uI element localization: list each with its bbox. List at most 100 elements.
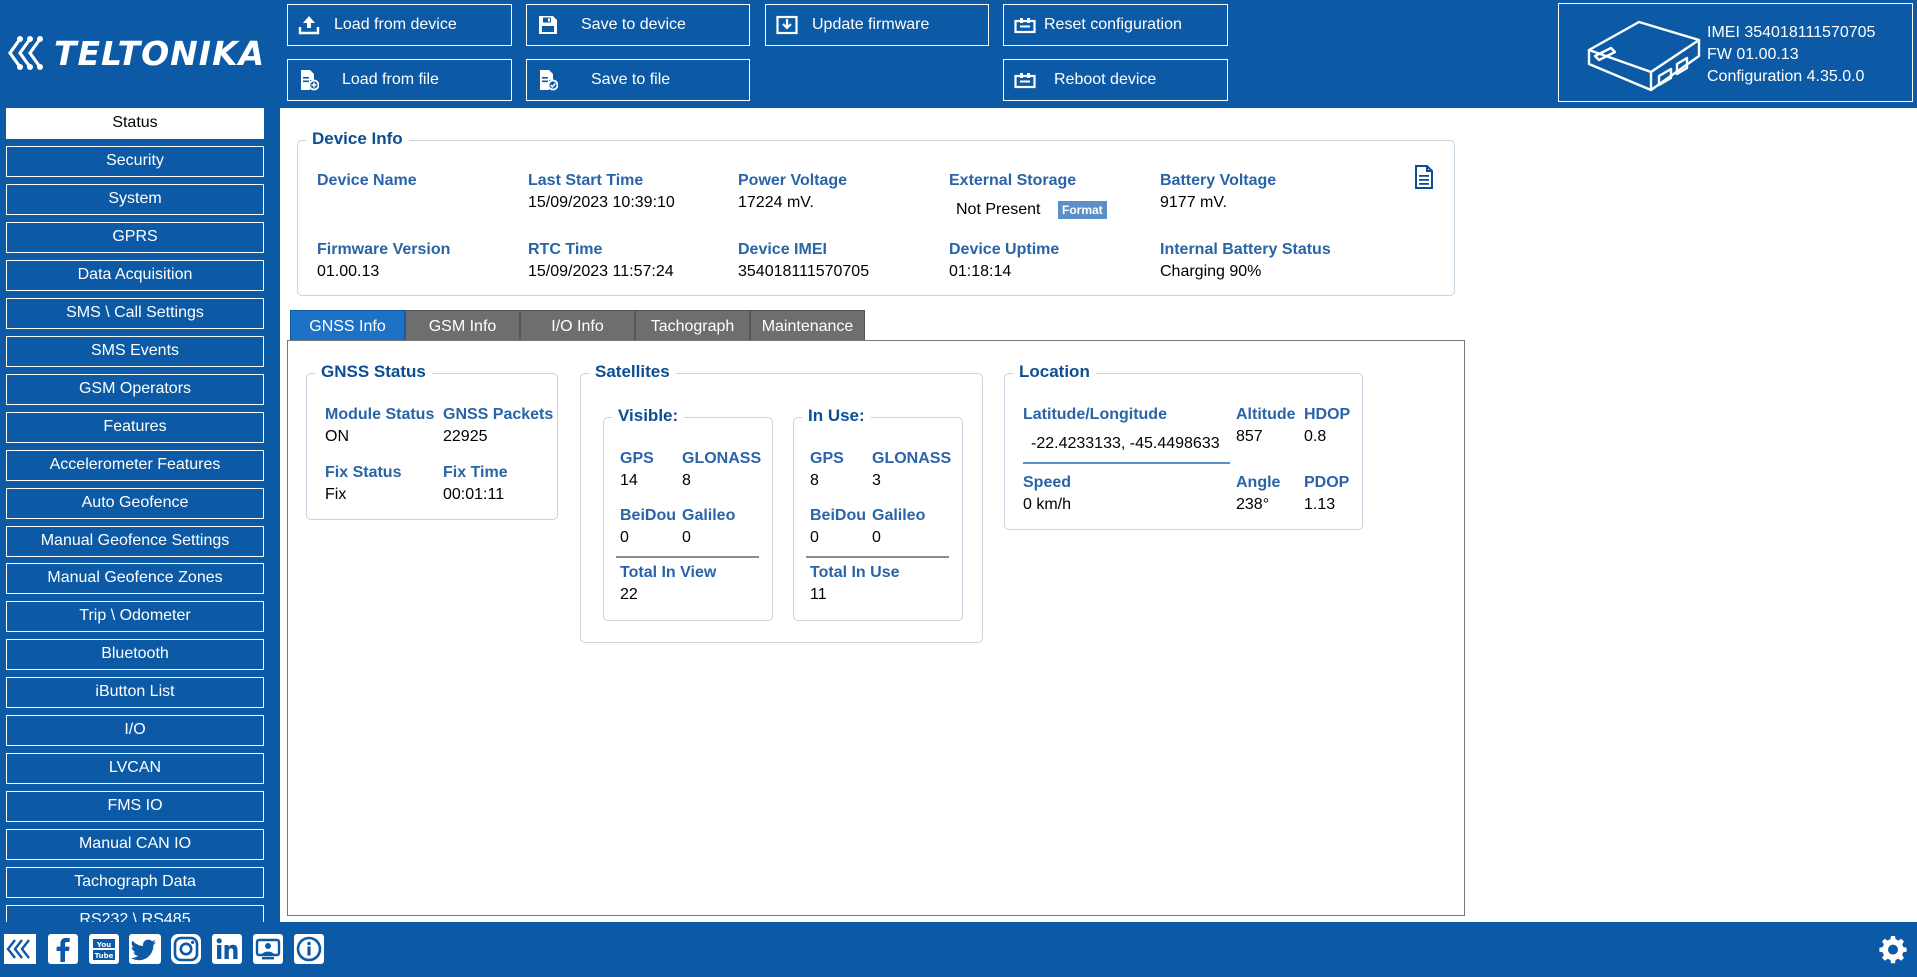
sidebar-item-gsm-operators[interactable]: GSM Operators: [6, 374, 264, 405]
satellites-title: Satellites: [589, 362, 676, 382]
visible-beidou-label: BeiDou: [620, 507, 676, 524]
format-button[interactable]: Format: [1058, 201, 1107, 219]
in-use-beidou-label: BeiDou: [810, 507, 866, 524]
sidebar-item-security[interactable]: Security: [6, 146, 264, 177]
visible-galileo-label: Galileo: [682, 507, 736, 524]
device-panel: IMEI 354018111570705 FW 01.00.13 Configu…: [1558, 3, 1913, 102]
teltonika-small-icon[interactable]: [4, 933, 36, 965]
firmware-version-value: 01.00.13: [317, 263, 380, 280]
load-from-device-button[interactable]: Load from device: [287, 4, 512, 46]
update-firmware-label: Update firmware: [812, 16, 930, 33]
save-icon: [537, 14, 559, 36]
gnss-info-panel: [287, 340, 1465, 916]
instagram-icon[interactable]: [170, 933, 202, 965]
external-storage-value: Not Present: [956, 201, 1041, 218]
fix-time-value: 00:01:11: [443, 486, 505, 503]
file-save-icon: [537, 69, 559, 91]
visible-divider: [616, 556, 759, 558]
sidebar-item-auto-geofence[interactable]: Auto Geofence: [6, 488, 264, 519]
sidebar-item-accelerometer-features[interactable]: Accelerometer Features: [6, 450, 264, 481]
update-firmware-button[interactable]: Update firmware: [765, 4, 989, 46]
rtc-time-label: RTC Time: [528, 241, 603, 258]
reboot-device-button[interactable]: Reboot device: [1003, 59, 1228, 101]
visible-satellites-group: Visible: GPS 14 GLONASS 8 BeiDou 0 Galil…: [603, 406, 773, 621]
save-to-device-label: Save to device: [581, 16, 686, 33]
settings-gear-icon[interactable]: [1877, 933, 1909, 965]
battery-voltage-label: Battery Voltage: [1160, 172, 1277, 189]
device-name-label: Device Name: [317, 172, 417, 189]
sidebar-item-features[interactable]: Features: [6, 412, 264, 443]
rtc-time-value: 15/09/2023 11:57:24: [528, 263, 674, 280]
fix-time-label: Fix Time: [443, 464, 508, 481]
sidebar-item-ibutton-list[interactable]: iButton List: [6, 677, 264, 708]
visible-beidou-value: 0: [620, 529, 629, 546]
facebook-icon[interactable]: [47, 933, 79, 965]
firmware-version-label: Firmware Version: [317, 241, 451, 258]
sidebar-item-tachograph-data[interactable]: Tachograph Data: [6, 867, 264, 898]
sidebar-item-trip-odometer[interactable]: Trip \ Odometer: [6, 601, 264, 632]
visible-gps-value: 14: [620, 472, 638, 489]
reset-configuration-label: Reset configuration: [1044, 16, 1182, 33]
load-from-file-button[interactable]: Load from file: [287, 59, 512, 101]
altitude-value: 857: [1236, 428, 1263, 445]
sidebar-item-bluetooth[interactable]: Bluetooth: [6, 639, 264, 670]
hdop-value: 0.8: [1304, 428, 1327, 445]
device-uptime-value: 01:18:14: [949, 263, 1012, 280]
twitter-icon[interactable]: [129, 933, 161, 965]
internal-battery-status-value: Charging 90%: [1160, 263, 1262, 280]
sidebar-item-manual-geofence-zones[interactable]: Manual Geofence Zones: [6, 563, 264, 594]
info-icon[interactable]: [293, 933, 325, 965]
youtube-icon[interactable]: You Tube: [88, 933, 120, 965]
pdop-label: PDOP: [1304, 474, 1350, 491]
firmware-update-icon: [776, 14, 798, 36]
device-uptime-label: Device Uptime: [949, 241, 1060, 258]
gnss-status-group: GNSS Status Module Status ON GNSS Packet…: [306, 362, 558, 520]
in-use-gps-label: GPS: [810, 450, 844, 467]
log-file-icon[interactable]: [1414, 165, 1434, 194]
device-imei-value: 354018111570705: [738, 263, 870, 280]
save-to-file-button[interactable]: Save to file: [526, 59, 750, 101]
sidebar-item-sms-events[interactable]: SMS Events: [6, 336, 264, 367]
in-use-title: In Use:: [802, 406, 871, 426]
fix-status-value: Fix: [325, 486, 347, 503]
speed-label: Speed: [1023, 474, 1072, 491]
tab-io-info[interactable]: I/O Info: [520, 310, 635, 341]
save-to-device-button[interactable]: Save to device: [526, 4, 750, 46]
power-voltage-value: 17224 mV.: [738, 194, 814, 211]
visible-glonass-label: GLONASS: [682, 450, 762, 467]
linkedin-icon[interactable]: [211, 933, 243, 965]
remote-support-icon[interactable]: [252, 933, 284, 965]
reboot-device-label: Reboot device: [1054, 71, 1157, 88]
reset-configuration-button[interactable]: Reset configuration: [1003, 4, 1228, 46]
total-in-use-label: Total In Use: [810, 564, 900, 581]
tab-tachograph[interactable]: Tachograph: [635, 310, 750, 341]
in-use-gps-value: 8: [810, 472, 819, 489]
sidebar-item-sms-call-settings[interactable]: SMS \ Call Settings: [6, 298, 264, 329]
teltonika-logo-icon: [8, 36, 43, 70]
angle-label: Angle: [1236, 474, 1281, 491]
tab-gsm-info[interactable]: GSM Info: [405, 310, 520, 341]
total-in-view-value: 22: [620, 586, 638, 603]
sidebar-item-lvcan[interactable]: LVCAN: [6, 753, 264, 784]
tab-gnss-info[interactable]: GNSS Info: [290, 310, 405, 341]
device-info-title: Device Info: [306, 129, 409, 149]
in-use-divider: [806, 556, 949, 558]
sidebar-item-manual-geofence-settings[interactable]: Manual Geofence Settings: [6, 526, 264, 557]
tab-maintenance[interactable]: Maintenance: [750, 310, 865, 341]
in-use-beidou-value: 0: [810, 529, 819, 546]
sidebar-item-rs232-rs485[interactable]: RS232 \ RS485: [6, 905, 264, 922]
sidebar-item-status[interactable]: Status: [6, 108, 264, 139]
latlon-value[interactable]: -22.4233133, -45.4498633: [1031, 435, 1220, 452]
sidebar-item-fms-io[interactable]: FMS IO: [6, 791, 264, 822]
sidebar-item-io[interactable]: I/O: [6, 715, 264, 746]
sidebar-item-data-acquisition[interactable]: Data Acquisition: [6, 260, 264, 291]
sidebar-item-manual-can-io[interactable]: Manual CAN IO: [6, 829, 264, 860]
sidebar-item-gprs[interactable]: GPRS: [6, 222, 264, 253]
file-load-icon: [298, 69, 320, 91]
visible-title: Visible:: [612, 406, 685, 426]
logo-text: TELTONIKA: [54, 33, 266, 73]
in-use-satellites-group: In Use: GPS 8 GLONASS 3 BeiDou 0 Galileo…: [793, 406, 963, 621]
fix-status-label: Fix Status: [325, 464, 402, 481]
in-use-galileo-value: 0: [872, 529, 881, 546]
sidebar-item-system[interactable]: System: [6, 184, 264, 215]
